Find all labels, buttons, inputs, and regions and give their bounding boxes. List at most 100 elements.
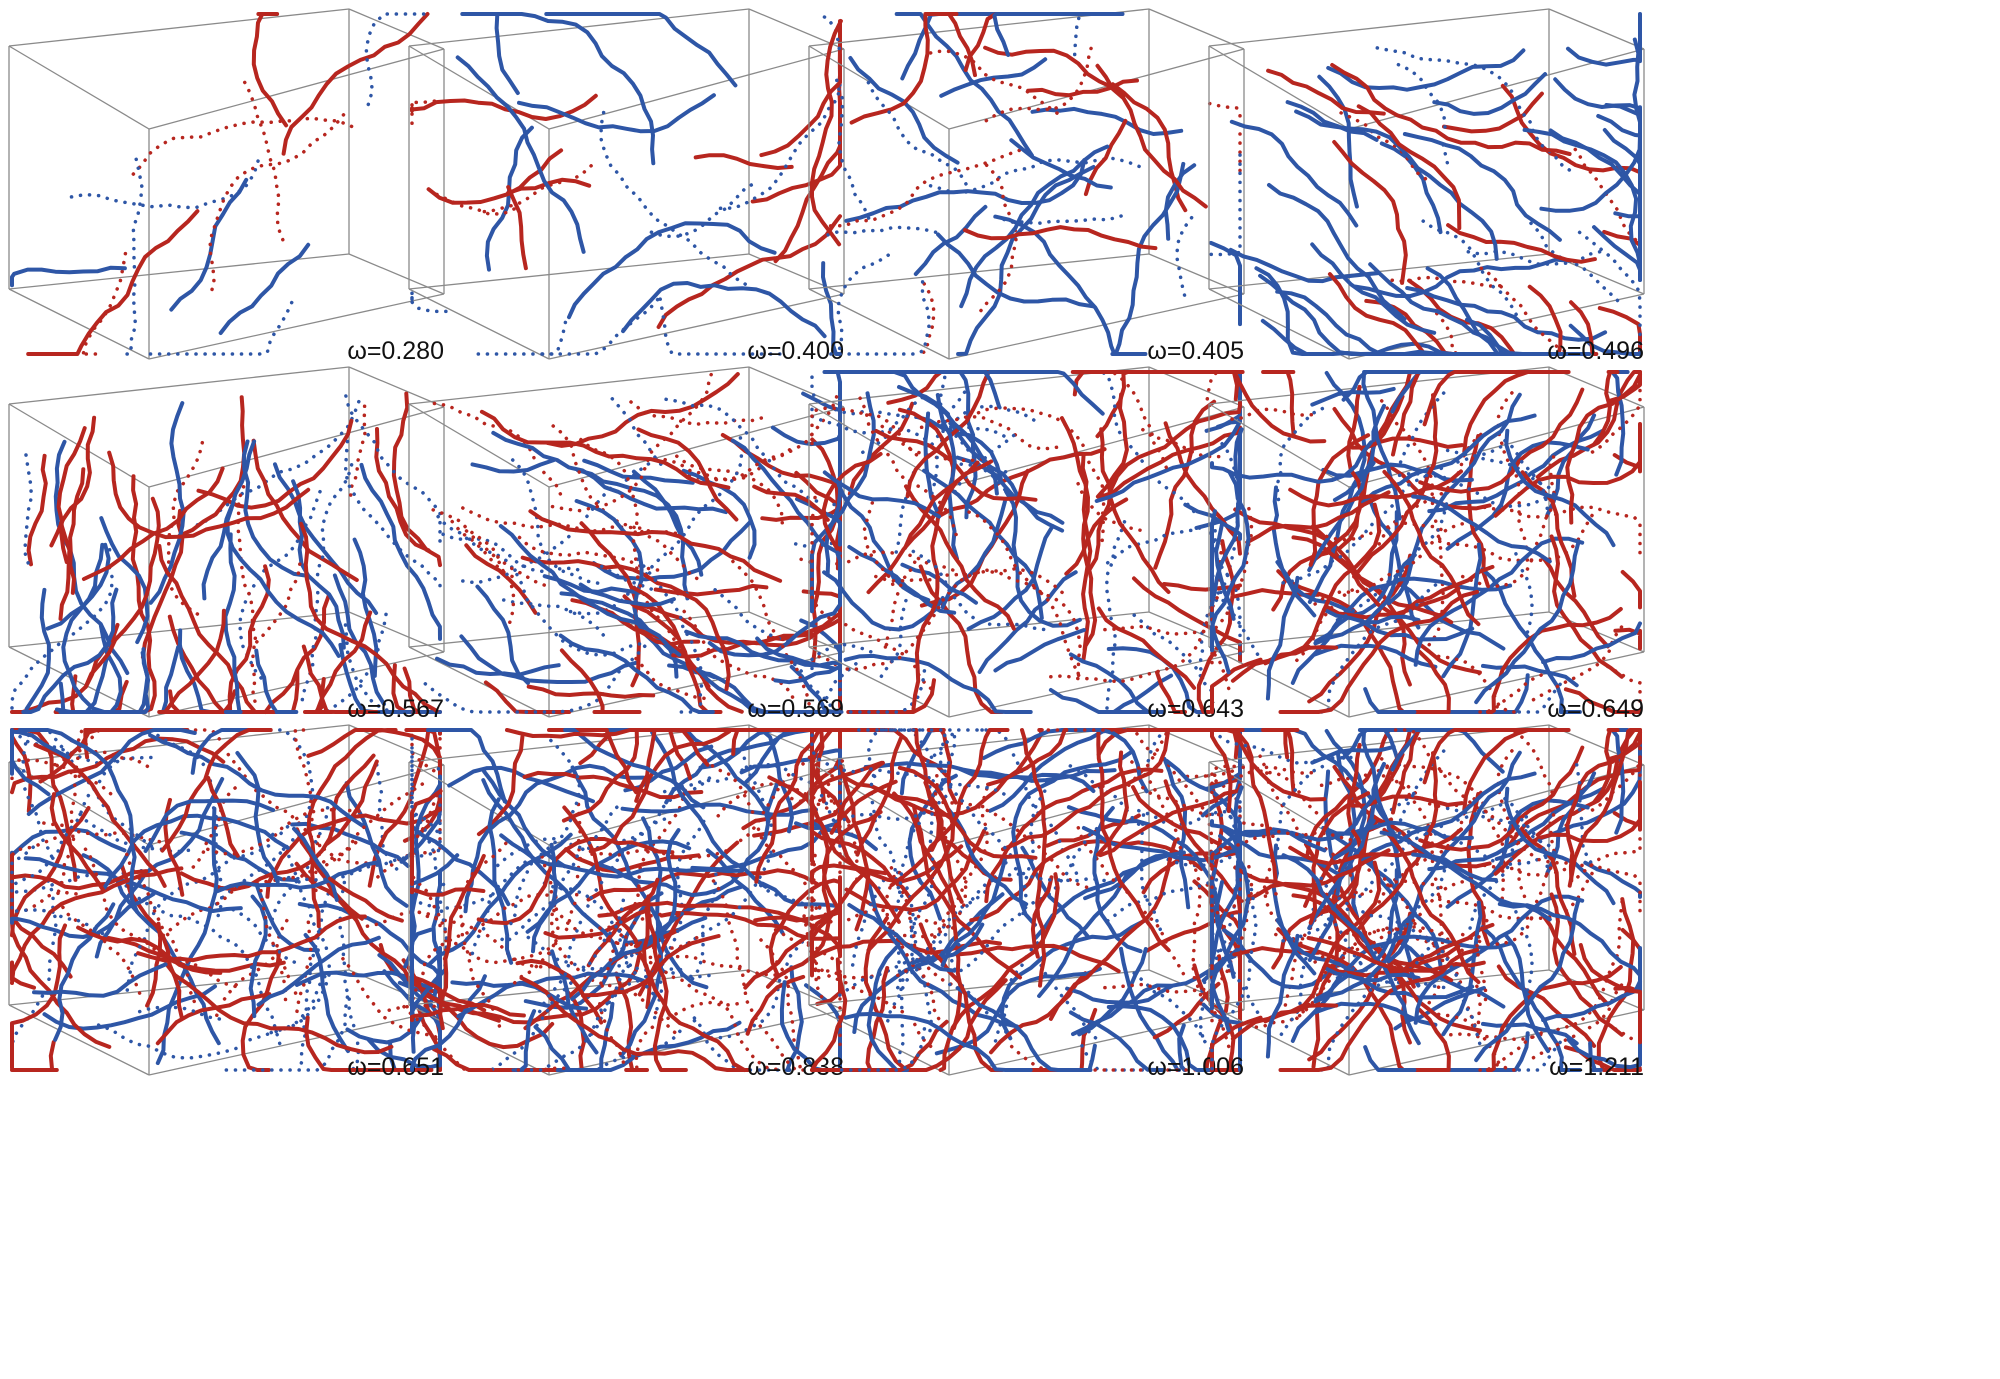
vortex-line — [1535, 370, 1642, 479]
vortex-line — [649, 179, 760, 239]
vortex-line — [1441, 542, 1483, 679]
vortex-line — [582, 458, 695, 485]
vortex-line — [579, 437, 692, 666]
vortex-line — [1436, 654, 1517, 714]
vortex-line — [785, 965, 804, 1072]
vortex-line — [1310, 744, 1396, 765]
vortex-line — [893, 768, 968, 939]
vortex-line — [191, 781, 243, 869]
panel: ω=0.651 — [8, 724, 445, 1081]
vortex-line — [142, 730, 224, 918]
vortex-line — [1332, 502, 1449, 624]
vortex-line — [918, 564, 1005, 714]
vortex-line — [844, 158, 1087, 223]
vortex-line — [1064, 497, 1129, 576]
vortex-line — [145, 921, 163, 1008]
vortex-line — [1030, 875, 1054, 959]
vortex-line — [344, 781, 409, 908]
vortex-line — [889, 866, 956, 988]
vortex-line — [711, 879, 809, 1072]
vortex-line — [445, 800, 583, 965]
vortex-line — [1398, 389, 1447, 464]
vortex-line — [1432, 72, 1548, 116]
vortex-line — [847, 401, 915, 496]
vortex-line — [872, 370, 978, 520]
vortex-line — [225, 439, 341, 658]
vortex-line — [1540, 554, 1610, 649]
vortex-line — [636, 427, 739, 522]
vortex-line — [677, 755, 774, 950]
box-edge — [148, 1009, 445, 1076]
vortex-line — [1375, 46, 1577, 175]
vortex-line — [10, 547, 114, 714]
vortex-line — [10, 895, 105, 936]
vortex-line — [866, 80, 972, 194]
vortex-line — [652, 819, 706, 1020]
vortex-line — [1397, 471, 1560, 509]
vortex-line — [926, 728, 958, 805]
vortex-line — [1208, 240, 1242, 327]
vortex-line — [579, 521, 641, 688]
vortex-line — [1481, 663, 1579, 688]
vortex-line — [461, 506, 683, 536]
vortex-line — [1366, 868, 1482, 1034]
vortex-line — [410, 892, 558, 1015]
vortex-line — [1431, 537, 1530, 563]
vortex-line — [838, 856, 1011, 997]
vortex-line — [295, 913, 313, 1014]
vortex-line — [621, 281, 827, 339]
panel-label: ω=0.567 — [347, 695, 444, 723]
vortex-line — [236, 485, 258, 709]
vortex-line — [359, 462, 442, 641]
vortex-line — [510, 458, 604, 586]
vortex-line — [1411, 494, 1552, 564]
vortex-line — [1209, 152, 1242, 257]
vortex-line — [517, 93, 716, 134]
vortex-line — [1382, 469, 1481, 627]
vortex-line — [49, 792, 105, 892]
box-edge — [8, 8, 350, 47]
vortex-line — [768, 878, 842, 978]
vortex-line — [667, 663, 767, 714]
vortex-line — [1132, 971, 1215, 1053]
vortex-line — [240, 949, 282, 1072]
vortex-line — [578, 582, 676, 607]
vortex-line — [1323, 769, 1339, 870]
vortex-line — [432, 401, 564, 500]
vortex-line — [338, 871, 361, 1072]
vortex-line — [299, 521, 439, 713]
vortex-line — [773, 644, 842, 685]
vortex-line — [1439, 1031, 1530, 1072]
vortex-line — [1327, 272, 1425, 354]
vortex-line — [1565, 372, 1642, 525]
vortex-line — [1095, 392, 1129, 499]
box-edge — [1148, 8, 1245, 50]
vortex-line — [157, 544, 275, 714]
vortex-line — [934, 404, 1036, 441]
box-edge — [808, 969, 1150, 1006]
vortex-line — [810, 662, 858, 714]
vortex-line — [821, 280, 932, 356]
vortex-line — [1539, 37, 1642, 213]
vortex-line — [410, 99, 437, 127]
vortex-line — [1174, 215, 1194, 299]
vortex-line — [1281, 853, 1421, 1046]
vortex-line — [1152, 981, 1221, 1040]
vortex-line — [718, 12, 842, 211]
vortex-line — [1443, 448, 1551, 490]
vortex-line — [73, 806, 191, 854]
vortex-line — [1504, 786, 1616, 906]
vortex-line — [1316, 871, 1482, 1046]
vortex-line — [208, 113, 346, 298]
vortex-line — [107, 450, 311, 540]
vortex-line — [567, 221, 777, 320]
panel: ω=0.567 — [8, 366, 445, 723]
vortex-line — [598, 782, 779, 898]
vortex-line — [1068, 652, 1165, 714]
vortex-line — [570, 828, 681, 1001]
vortex-line — [959, 144, 1110, 309]
vortex-line — [96, 1023, 246, 1060]
vortex-line — [374, 427, 431, 553]
vortex-line — [281, 12, 430, 156]
